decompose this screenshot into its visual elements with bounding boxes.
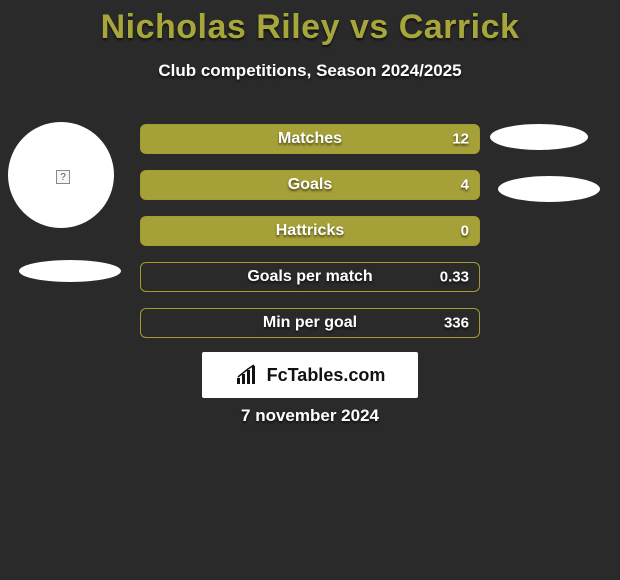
player-left-shadow [19, 260, 121, 282]
stat-value: 0.33 [440, 269, 469, 286]
stats-panel: Matches 12 Goals 4 Hattricks 0 Goals per… [140, 124, 480, 354]
brand-text: FcTables.com [267, 365, 386, 386]
player-right-avatar [490, 124, 588, 150]
stat-label: Goals [141, 176, 479, 194]
stat-value: 336 [444, 315, 469, 332]
stat-row-goals-per-match: Goals per match 0.33 [140, 262, 480, 292]
image-placeholder-icon: ? [56, 170, 70, 184]
subtitle: Club competitions, Season 2024/2025 [0, 61, 620, 81]
bar-chart-icon [235, 364, 263, 386]
stat-value: 4 [461, 177, 469, 194]
date-line: 7 november 2024 [0, 406, 620, 426]
player-left-avatar: ? [8, 122, 114, 228]
stat-label: Matches [141, 130, 479, 148]
stat-value: 12 [452, 131, 469, 148]
stat-row-matches: Matches 12 [140, 124, 480, 154]
stat-value: 0 [461, 223, 469, 240]
stat-label: Min per goal [141, 314, 479, 332]
stat-row-min-per-goal: Min per goal 336 [140, 308, 480, 338]
stat-label: Goals per match [141, 268, 479, 286]
stat-row-goals: Goals 4 [140, 170, 480, 200]
stat-row-hattricks: Hattricks 0 [140, 216, 480, 246]
brand-badge: FcTables.com [202, 352, 418, 398]
page-title: Nicholas Riley vs Carrick [0, 0, 620, 47]
player-right-shadow [498, 176, 600, 202]
stat-label: Hattricks [141, 222, 479, 240]
